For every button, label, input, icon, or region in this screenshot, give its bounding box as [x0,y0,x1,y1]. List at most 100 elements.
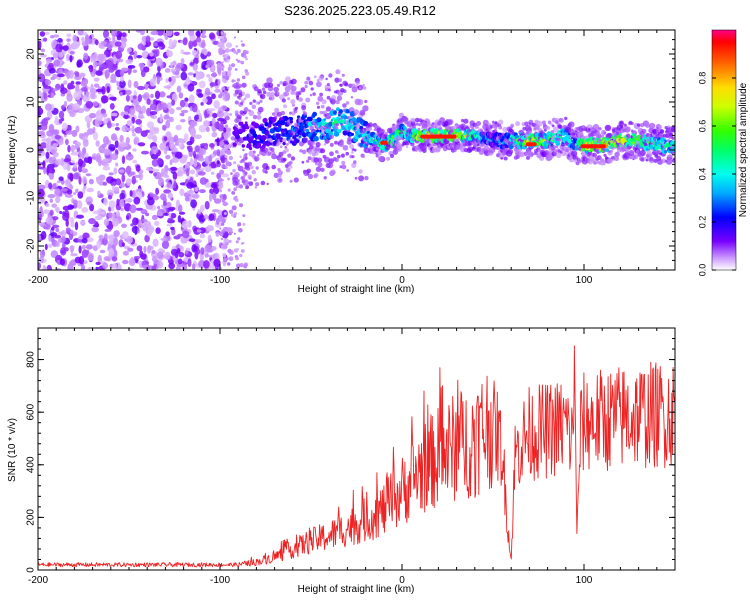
noise-speck [165,78,169,83]
noise-speck [222,71,226,76]
noise-speck [48,62,54,68]
noise-speck [173,180,177,189]
noise-speck [95,215,103,221]
ridge-halo [315,141,321,148]
noise-speck [196,229,202,233]
ridge-halo [323,176,327,180]
noise-speck [42,209,51,214]
noise-speck [135,207,144,211]
noise-speck [56,180,62,184]
noise-speck [68,70,75,79]
ridge-halo [536,120,543,127]
noise-speck [230,172,233,175]
ridge-cell [359,142,364,147]
noise-speck [165,119,171,129]
noise-speck [227,86,230,90]
ridge-halo [306,76,311,81]
noise-speck [208,32,216,40]
noise-speck [157,260,164,269]
noise-speck [75,84,80,94]
noise-speck [198,112,202,120]
ridge-halo [252,99,256,103]
noise-speck [39,250,46,258]
ridge-cell [292,135,297,140]
noise-speck [110,133,118,141]
noise-speck [135,30,142,33]
noise-speck [163,174,170,178]
ridge-halo [293,109,298,114]
noise-speck [92,131,99,141]
noise-speck [63,80,68,85]
noise-speck [72,172,80,180]
ridge-peak [525,142,537,147]
y-tick-label: -20 [26,238,37,253]
noise-speck [211,192,217,201]
ridge-cell [282,115,289,122]
noise-speck [119,40,127,49]
noise-speck [191,193,200,199]
noise-speck [121,125,128,133]
noise-speck [223,238,230,247]
ridge-halo [340,153,345,158]
noise-speck [163,114,170,120]
noise-speck [204,91,213,96]
noise-speck [115,123,119,127]
noise-speck [53,129,60,136]
ridge-halo [304,85,308,89]
noise-speck [245,50,249,55]
noise-speck [181,220,190,230]
ridge-halo [260,180,266,186]
ridge-halo [500,157,504,160]
noise-speck [217,210,223,215]
noise-speck [48,182,53,190]
noise-speck [172,171,178,180]
ridge-halo [238,96,242,101]
ridge-halo [290,85,297,92]
noise-speck [121,231,129,240]
noise-speck [38,40,42,50]
noise-speck [178,211,186,215]
noise-speck [41,138,50,142]
ridge-halo [588,128,591,131]
noise-speck [120,76,124,82]
colorbar: 0.0 0.2 0.4 0.6 0.8 Normalized spectral ampl… [697,29,749,276]
noise-speck [149,103,157,111]
noise-speck [132,159,138,164]
noise-speck [46,109,53,118]
ridge-halo [264,130,270,136]
noise-speck [134,126,143,134]
noise-speck [168,38,173,48]
ridge-halo [404,140,410,146]
ridge-halo [342,145,349,151]
noise-speck [54,134,61,140]
ridge-halo [354,176,358,180]
noise-speck [118,32,122,38]
noise-speck [156,211,163,217]
noise-speck [42,160,46,168]
noise-speck [178,92,184,99]
noise-speck [74,143,80,149]
noise-speck [204,244,212,253]
noise-speck [174,142,180,146]
ridge-halo [353,148,357,152]
noise-speck [114,41,122,47]
ridge-halo [568,121,575,128]
noise-speck [42,267,48,270]
noise-speck [92,210,101,215]
noise-speck [47,194,56,199]
noise-speck [221,229,226,234]
noise-speck [69,245,75,251]
noise-speck [243,54,247,59]
ridge-halo [244,156,248,160]
noise-speck [83,96,88,101]
noise-speck [235,45,238,48]
noise-speck [152,238,159,247]
noise-speck [58,118,63,124]
noise-speck [121,173,126,183]
noise-speck [178,251,185,258]
noise-speck [92,101,99,107]
noise-speck [72,103,81,111]
noise-speck [120,207,124,212]
noise-speck [168,77,172,82]
noise-speck [45,203,50,207]
